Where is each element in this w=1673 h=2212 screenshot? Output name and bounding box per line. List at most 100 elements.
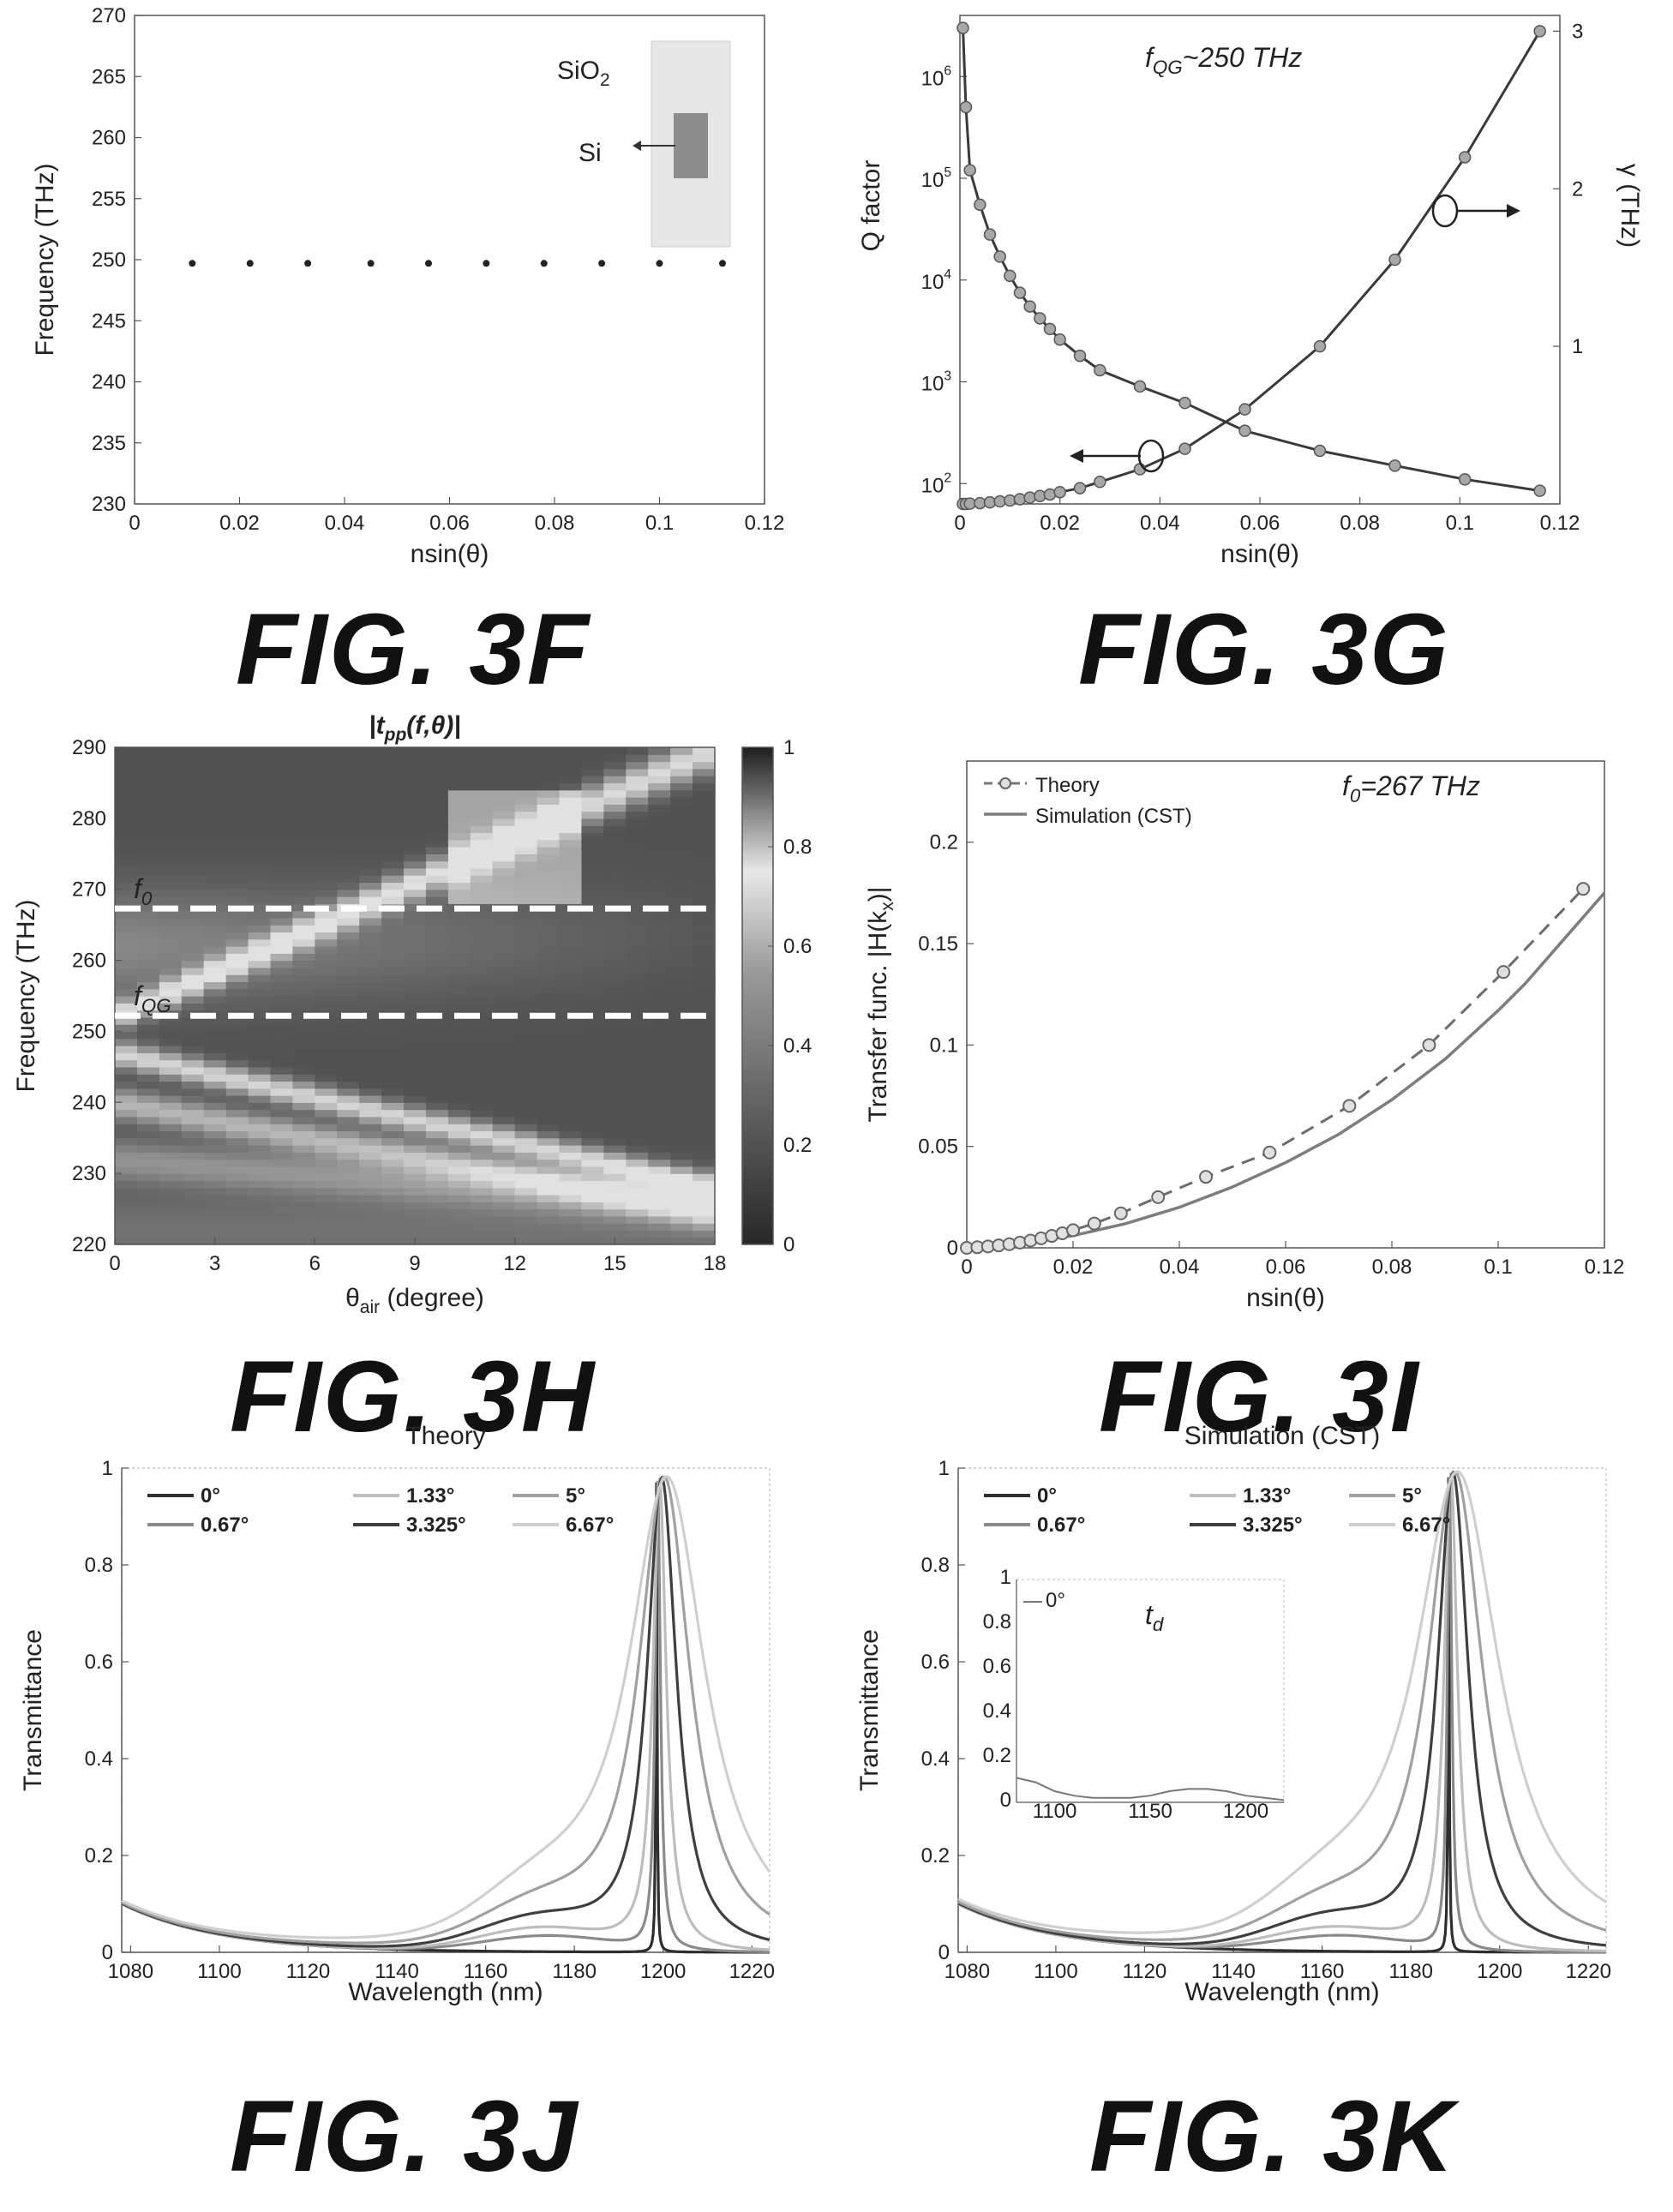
chart-3i-point-theory xyxy=(1151,1190,1166,1204)
chart-3h-cell xyxy=(315,761,338,770)
chart-3h-cell xyxy=(203,1081,227,1089)
chart-3h-cell xyxy=(492,854,516,862)
chart-3h-cell xyxy=(670,960,693,968)
chart-3h-cell xyxy=(181,1081,205,1089)
chart-3h-cell xyxy=(337,875,360,884)
chart-3h-cell xyxy=(559,875,583,884)
chart-3h-cell xyxy=(603,776,627,784)
chart-3h-cell xyxy=(693,1130,716,1139)
chart-3h-cell xyxy=(270,818,294,826)
chart-3h-cell xyxy=(492,1145,516,1153)
chart-3h-cell xyxy=(447,1137,471,1146)
chart-3h-cell xyxy=(381,754,405,763)
chart-3h-xtick-label: 3 xyxy=(209,1252,220,1275)
chart-3h-cell xyxy=(559,1016,583,1025)
chart-3h-cell xyxy=(470,860,494,869)
chart-3h-cell xyxy=(537,967,561,975)
chart-3h-cell xyxy=(425,1215,449,1224)
chart-3h-cell xyxy=(136,974,160,983)
chart-3i-ylabel: Transfer func. |H(kx)| xyxy=(864,886,897,1122)
chart-3h-cell xyxy=(359,882,382,890)
chart-3h-cell xyxy=(603,1137,627,1146)
chart-3h-cell xyxy=(248,903,272,912)
chart-3h-cell xyxy=(115,1038,138,1046)
chart-3h-cell xyxy=(248,782,272,791)
chart-3h-cell xyxy=(404,1166,427,1174)
chart-3h-cell xyxy=(603,811,627,819)
chart-3h-cell xyxy=(159,1223,183,1232)
chart-3h-cell xyxy=(492,825,516,834)
chart-3h-cell xyxy=(203,839,227,848)
chart-3h-cell xyxy=(203,1166,227,1174)
chart-3h-cell xyxy=(425,967,449,975)
chart-3g-point-q xyxy=(1023,300,1036,313)
chart-3h-cell xyxy=(381,996,405,1004)
chart-3h-cell xyxy=(603,1223,627,1232)
chart-3h-cell xyxy=(225,1016,249,1025)
chart-3f-ytick-label: 235 xyxy=(92,432,126,455)
chart-3h-cell xyxy=(603,1016,627,1025)
chart-3h-cell xyxy=(425,747,449,755)
chart-3h-cell xyxy=(492,804,516,812)
chart-3h-cell xyxy=(359,1145,382,1153)
chart-3h-cell xyxy=(492,953,516,962)
chart-3h-cell xyxy=(292,754,315,763)
chart-3h-cell xyxy=(559,768,583,776)
chart-3k-xtick-label: 1200 xyxy=(1477,1960,1522,1983)
chart-3h-cell xyxy=(315,917,338,926)
chart-3g-ytick-label: 103 xyxy=(921,369,951,396)
chart-3h-cell xyxy=(381,1081,405,1089)
chart-3h-cell xyxy=(603,847,627,854)
chart-3h-cell xyxy=(514,761,538,770)
chart-3h-cell xyxy=(248,797,272,805)
chart-3h-cell xyxy=(670,981,693,990)
chart-3h-cell xyxy=(248,967,272,975)
chart-3h-cell xyxy=(648,747,671,755)
chart-3h-cell xyxy=(248,768,272,776)
chart-3h-cell xyxy=(404,1223,427,1232)
chart-3h-cell xyxy=(670,1046,693,1053)
chart-3h-cell xyxy=(292,1074,315,1082)
chart-3k-inset-ytick-label: 0.4 xyxy=(983,1699,1011,1723)
chart-3h-cell xyxy=(337,1059,360,1068)
chart-3h-cell xyxy=(181,839,205,848)
chart-3h-cell xyxy=(670,1038,693,1046)
chart-3h-cell xyxy=(248,818,272,826)
chart-3h-cell xyxy=(492,1102,516,1111)
chart-3g-y2label: γ (THz) xyxy=(1616,164,1644,248)
chart-3h-cell xyxy=(136,832,160,841)
chart-3h-cell xyxy=(670,1237,693,1245)
chart-3h-cell xyxy=(425,1180,449,1189)
chart-3h-cell xyxy=(425,925,449,933)
chart-3h-cell xyxy=(315,1046,338,1053)
chart-3h-cell xyxy=(603,1109,627,1118)
chart-3h-cell xyxy=(359,1003,382,1011)
chart-3h-cell xyxy=(136,747,160,755)
chart-3h-cell xyxy=(603,1187,627,1196)
chart-3h-cell xyxy=(270,1116,294,1124)
chart-3h-cell xyxy=(337,953,360,962)
chart-3h-cell xyxy=(670,761,693,770)
chart-3h-cell xyxy=(537,1173,561,1182)
chart-3h-cell xyxy=(203,1059,227,1068)
chart-3h-cell xyxy=(337,1066,360,1075)
chart-3h-cell xyxy=(203,1202,227,1210)
chart-3h-cell xyxy=(581,854,604,862)
chart-3h-cell xyxy=(115,761,138,770)
chart-3h-cell xyxy=(337,910,360,919)
chart-3h-cell xyxy=(359,768,382,776)
chart-3h-cell xyxy=(270,797,294,805)
chart-3h-cell xyxy=(159,1024,183,1033)
chart-3k-xtick-label: 1220 xyxy=(1566,1960,1611,1983)
chart-3h-cell xyxy=(581,1159,604,1167)
chart-3g-ylabel: Q factor xyxy=(857,160,885,252)
chart-3h-cell xyxy=(559,1109,583,1118)
chart-3h-cell xyxy=(470,1088,494,1096)
chart-3h-cell xyxy=(514,1223,538,1232)
chart-3h-cell xyxy=(181,1052,205,1061)
chart-3h-cell xyxy=(693,1102,716,1111)
chart-3h-cell xyxy=(492,1109,516,1118)
chart-3h-cell xyxy=(115,925,138,933)
chart-3h-cell xyxy=(470,804,494,812)
chart-3h-cell xyxy=(492,1202,516,1210)
